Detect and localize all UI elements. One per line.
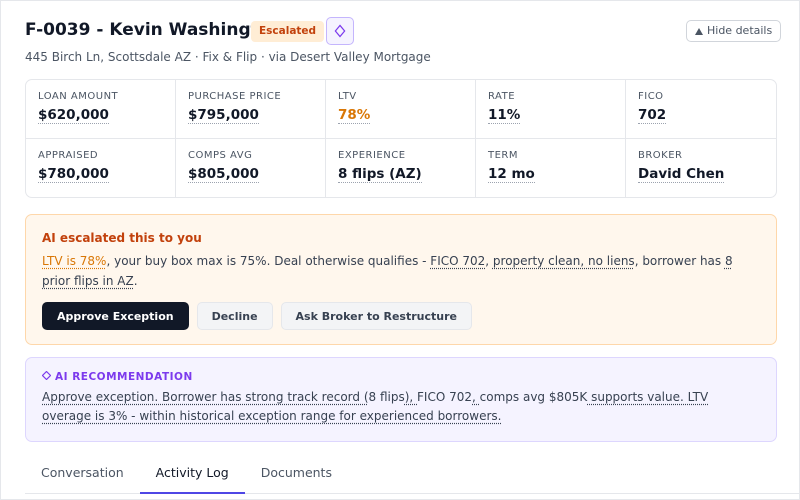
- icon-button[interactable]: [326, 17, 354, 45]
- diamond-icon: [41, 370, 52, 381]
- metrics-grid: LOAN AMOUNT $620,000 PURCHASE PRICE $795,00…: [25, 79, 777, 198]
- metric-cell: TERM 12 mo: [476, 139, 626, 197]
- metric-value: David Chen: [638, 166, 725, 183]
- action-button[interactable]: Approve Exception: [42, 302, 189, 330]
- recommendation-body: Approve exception. Borrower has strong t…: [42, 388, 760, 426]
- link-text: LTV is 78%: [42, 254, 107, 268]
- text: ,: [485, 254, 493, 268]
- link-text: ,: [472, 390, 480, 404]
- subtitle: 445 Birch Ln, Scottsdale AZ · Fix & Flip…: [25, 50, 431, 64]
- metric-label: LOAN AMOUNT: [38, 91, 119, 102]
- text: 8 flips: [368, 390, 405, 404]
- tab[interactable]: Documents: [260, 465, 332, 480]
- metric-label: TERM: [488, 150, 519, 161]
- triangle-icon: [695, 28, 703, 35]
- metric-value: 11%: [488, 107, 521, 124]
- metric-value: 12 mo: [488, 166, 535, 183]
- metric-value: $620,000: [38, 107, 109, 124]
- metric-cell: LTV 78%: [326, 80, 476, 139]
- metric-cell: RATE 11%: [476, 80, 626, 139]
- recommendation-title: AI RECOMMENDATION: [41, 370, 760, 383]
- escalation-panel: AI escalated this to you LTV is 78%, you…: [25, 214, 777, 345]
- status-badge: Escalated: [251, 21, 325, 42]
- metric-label: RATE: [488, 91, 516, 102]
- link-text: Approve exception. Borrower has strong t…: [42, 390, 369, 404]
- recommendation-label: AI RECOMMENDATION: [55, 371, 193, 383]
- text: FICO 702: [417, 390, 473, 404]
- button-row: Approve Exception Decline Ask Broker to Re…: [42, 302, 472, 330]
- metric-value: $805,000: [188, 166, 259, 183]
- hide-label: Hide details: [707, 24, 773, 37]
- metric-value: 702: [638, 107, 667, 124]
- metric-cell: EXPERIENCE 8 flips (AZ): [326, 139, 476, 197]
- metric-label: LTV: [338, 91, 357, 102]
- metric-cell: COMPS AVG $805,000: [176, 139, 326, 197]
- metric-label: APPRAISED: [38, 150, 99, 161]
- metric-label: FICO: [638, 91, 664, 102]
- title: F-0039 - Kevin Washington: [25, 20, 283, 40]
- text: , your buy box max is 75%. Deal otherwis…: [106, 254, 431, 268]
- escalation-title: AI escalated this to you: [42, 231, 202, 245]
- metric-cell: APPRAISED $780,000: [26, 139, 176, 197]
- tab-bar: Conversation Activity Log Documents: [25, 456, 800, 494]
- metric-cell: LOAN AMOUNT $620,000: [26, 80, 176, 139]
- escalation-body: LTV is 78%, your buy box max is 75%. Dea…: [42, 251, 760, 291]
- link-text: ),: [404, 390, 418, 404]
- metric-label: PURCHASE PRICE: [188, 91, 282, 102]
- text: , borrower has: [634, 254, 725, 268]
- metric-cell: BROKER David Chen: [626, 139, 776, 197]
- action-button[interactable]: Ask Broker to Restructure: [280, 302, 472, 330]
- metric-value: $780,000: [38, 166, 109, 183]
- hide-details-button[interactable]: Hide details: [686, 20, 782, 42]
- action-button[interactable]: Decline: [196, 302, 273, 330]
- metric-value: $795,000: [188, 107, 259, 124]
- metric-label: BROKER: [638, 150, 683, 161]
- metric-cell: PURCHASE PRICE $795,000: [176, 80, 326, 139]
- metric-label: EXPERIENCE: [338, 150, 406, 161]
- metric-cell: FICO 702: [626, 80, 776, 139]
- link-text: property clean, no liens: [492, 254, 635, 268]
- link-text: FICO 702: [430, 254, 486, 268]
- metric-value: 78%: [338, 107, 371, 124]
- recommendation-panel: AI RECOMMENDATION Approve exception. Bor…: [25, 357, 777, 442]
- link-text: 8 prior flips in AZ: [42, 254, 733, 288]
- tab[interactable]: Activity Log: [139, 456, 245, 494]
- tab[interactable]: Conversation: [41, 465, 124, 480]
- text: comps avg $805K: [479, 390, 588, 404]
- metric-value: 8 flips (AZ): [338, 166, 422, 183]
- metric-label: COMPS AVG: [188, 150, 253, 161]
- link-text: supports value. LTV overage is 3% - with…: [42, 390, 709, 423]
- text: .: [133, 274, 138, 288]
